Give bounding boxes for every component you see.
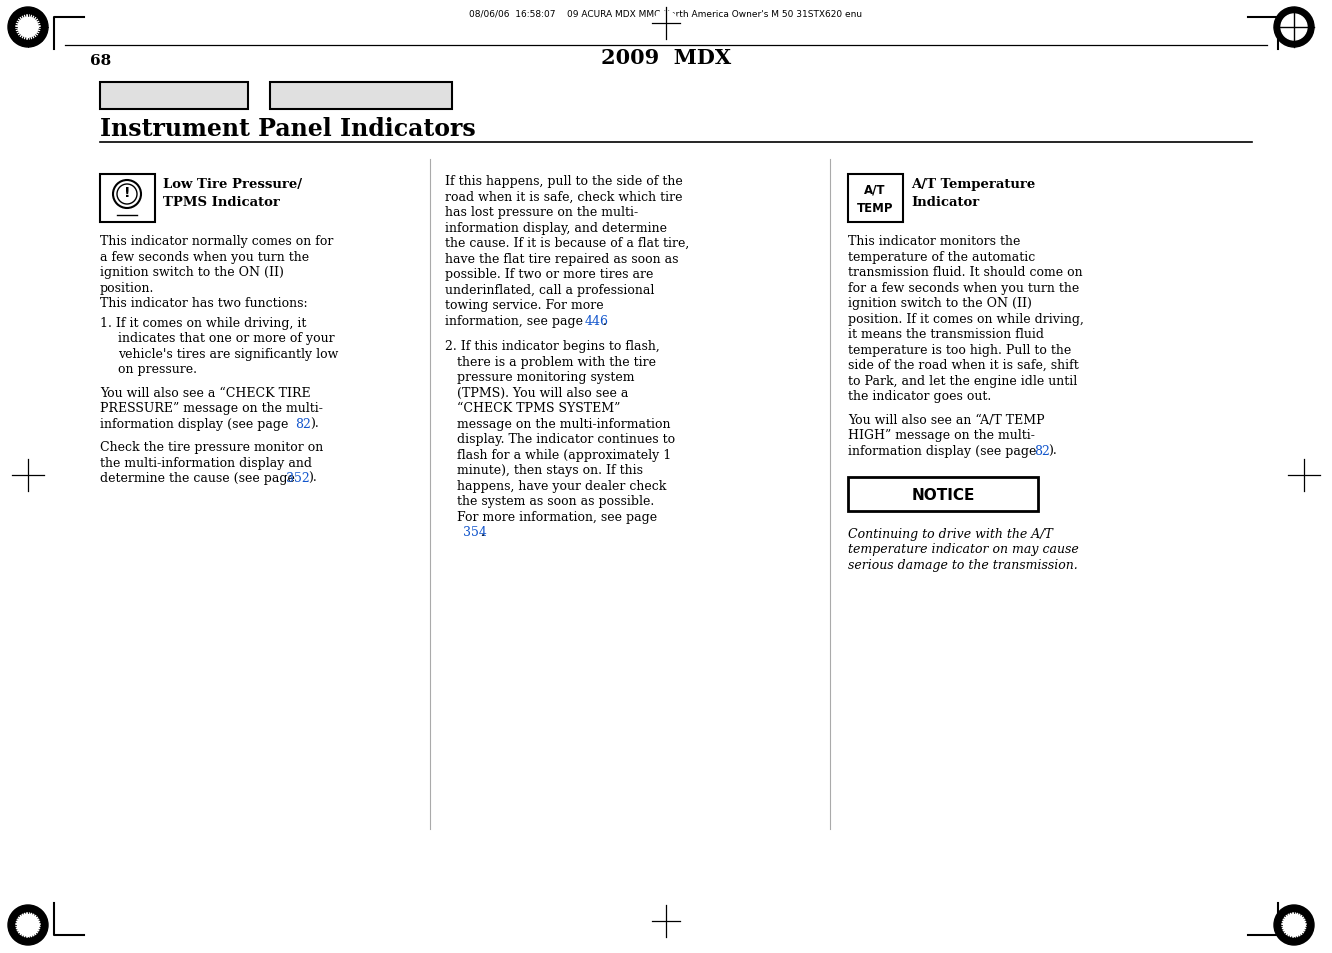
Text: have the flat tire repaired as soon as: have the flat tire repaired as soon as [445,253,678,265]
Text: for a few seconds when you turn the: for a few seconds when you turn the [848,281,1079,294]
Text: the indicator goes out.: the indicator goes out. [848,390,991,402]
Text: determine the cause (see page: determine the cause (see page [100,472,298,484]
Text: Indicator: Indicator [911,195,979,209]
Text: For more information, see page: For more information, see page [445,510,657,523]
Text: indicates that one or more of your: indicates that one or more of your [119,332,334,345]
Bar [848,477,1038,512]
Bar [100,83,248,110]
Text: 08/06/06  16:58:07    09 ACURA MDX MMC North America Owner's M 50 31STX620 enu: 08/06/06 16:58:07 09 ACURA MDX MMC North… [469,10,863,18]
Text: Low Tire Pressure/: Low Tire Pressure/ [163,178,302,191]
Text: TEMP: TEMP [856,201,894,214]
Text: If this happens, pull to the side of the: If this happens, pull to the side of the [445,174,683,188]
Circle shape [16,913,40,937]
Text: ).: ). [308,472,317,484]
Text: 354: 354 [464,525,488,538]
Text: Check the tire pressure monitor on: Check the tire pressure monitor on [100,440,324,454]
Text: 2009  MDX: 2009 MDX [601,48,731,68]
Text: display. The indicator continues to: display. The indicator continues to [445,433,675,446]
Text: minute), then stays on. If this: minute), then stays on. If this [445,463,643,476]
Text: flash for a while (approximately 1: flash for a while (approximately 1 [445,448,671,461]
Text: road when it is safe, check which tire: road when it is safe, check which tire [445,191,682,203]
Text: position. If it comes on while driving,: position. If it comes on while driving, [848,313,1084,325]
Text: .: . [603,314,607,327]
Text: underinflated, call a professional: underinflated, call a professional [445,283,654,296]
Text: the cause. If it is because of a flat tire,: the cause. If it is because of a flat ti… [445,236,689,250]
Text: Instrument Panel Indicators: Instrument Panel Indicators [100,117,476,141]
Text: on pressure.: on pressure. [119,363,197,375]
Bar [848,174,903,223]
Circle shape [1281,15,1307,41]
Text: This indicator normally comes on for: This indicator normally comes on for [100,234,333,248]
Circle shape [654,909,678,933]
Text: has lost pressure on the multi-: has lost pressure on the multi- [445,206,638,219]
Text: to Park, and let the engine idle until: to Park, and let the engine idle until [848,375,1078,387]
Bar [270,83,452,110]
Text: 68: 68 [91,54,112,68]
Bar [100,174,155,223]
Text: pressure monitoring system: pressure monitoring system [445,371,634,384]
Text: A/T: A/T [864,183,886,196]
Circle shape [1273,8,1313,48]
Text: message on the multi-information: message on the multi-information [445,417,670,430]
Text: ).: ). [1048,444,1056,457]
Text: “CHECK TPMS SYSTEM”: “CHECK TPMS SYSTEM” [445,401,621,415]
Text: This indicator monitors the: This indicator monitors the [848,234,1020,248]
Text: ).: ). [310,417,318,430]
Text: 2. If this indicator begins to flash,: 2. If this indicator begins to flash, [445,339,659,353]
Text: position.: position. [100,281,155,294]
Text: 352: 352 [286,472,310,484]
Text: You will also see an “A/T TEMP: You will also see an “A/T TEMP [848,413,1044,426]
Text: transmission fluid. It should come on: transmission fluid. It should come on [848,266,1083,278]
Text: information display (see page: information display (see page [848,444,1040,457]
Circle shape [8,905,48,945]
Text: happens, have your dealer check: happens, have your dealer check [445,479,666,492]
Text: !: ! [124,186,131,200]
Text: 82: 82 [294,417,310,430]
Circle shape [654,12,678,36]
Text: This indicator has two functions:: This indicator has two functions: [100,296,308,310]
Text: temperature of the automatic: temperature of the automatic [848,251,1035,263]
Circle shape [1281,913,1305,937]
Text: towing service. For more: towing service. For more [445,298,603,312]
Text: A/T Temperature: A/T Temperature [911,178,1035,191]
Circle shape [1292,463,1316,488]
Text: vehicle's tires are significantly low: vehicle's tires are significantly low [119,347,338,360]
Text: Continuing to drive with the A/T: Continuing to drive with the A/T [848,527,1052,540]
Text: information display (see page: information display (see page [100,417,293,430]
Circle shape [16,16,40,40]
Text: temperature is too high. Pull to the: temperature is too high. Pull to the [848,343,1071,356]
Text: ignition switch to the ON (II): ignition switch to the ON (II) [100,266,284,278]
Text: 1. If it comes on while driving, it: 1. If it comes on while driving, it [100,316,306,329]
Text: there is a problem with the tire: there is a problem with the tire [445,355,655,368]
Text: 446: 446 [585,314,609,327]
Text: side of the road when it is safe, shift: side of the road when it is safe, shift [848,358,1079,372]
Text: serious damage to the transmission.: serious damage to the transmission. [848,558,1078,572]
Circle shape [8,8,48,48]
Text: temperature indicator on may cause: temperature indicator on may cause [848,543,1079,556]
Text: ignition switch to the ON (II): ignition switch to the ON (II) [848,296,1032,310]
Text: 82: 82 [1034,444,1050,457]
Text: PRESSURE” message on the multi-: PRESSURE” message on the multi- [100,401,322,415]
Text: .: . [481,525,485,538]
Text: it means the transmission fluid: it means the transmission fluid [848,328,1044,340]
Text: TPMS Indicator: TPMS Indicator [163,195,280,209]
Text: NOTICE: NOTICE [911,487,975,502]
Text: information, see page: information, see page [445,314,587,327]
Text: You will also see a “CHECK TIRE: You will also see a “CHECK TIRE [100,386,310,399]
Text: HIGH” message on the multi-: HIGH” message on the multi- [848,429,1035,441]
Text: possible. If two or more tires are: possible. If two or more tires are [445,268,654,281]
Text: (TPMS). You will also see a: (TPMS). You will also see a [445,386,629,399]
Text: the multi-information display and: the multi-information display and [100,456,312,469]
Circle shape [1273,905,1313,945]
Text: a few seconds when you turn the: a few seconds when you turn the [100,251,309,263]
Circle shape [16,463,40,488]
Text: information display, and determine: information display, and determine [445,221,667,234]
Text: the system as soon as possible.: the system as soon as possible. [445,495,654,507]
